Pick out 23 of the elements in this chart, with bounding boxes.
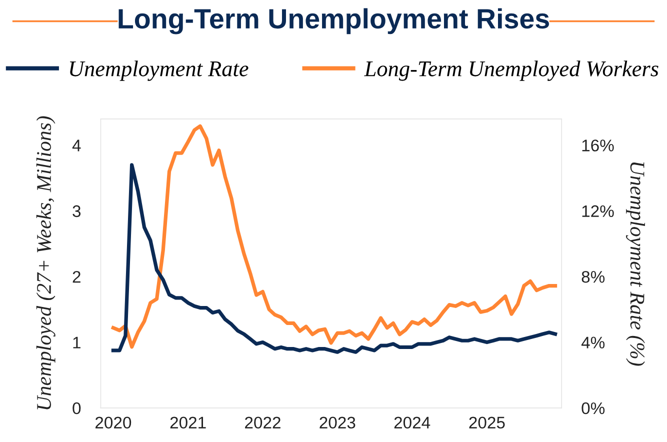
- y-tick-label: 2: [72, 270, 80, 283]
- x-tick-label: 2021: [170, 416, 206, 429]
- x-tick-label: 2024: [394, 416, 430, 429]
- x-tick-label: 2025: [469, 416, 505, 429]
- x-tick-label: 2023: [320, 416, 356, 429]
- y2-tick-label: 16%: [582, 140, 614, 152]
- y-tick-label: 1: [73, 336, 80, 348]
- y2-tick-label: 8%: [582, 270, 605, 283]
- chart-title: Long-Term Unemployment Rises: [118, 8, 549, 34]
- y2-axis-title: Unemployment Rate (%): [626, 162, 645, 366]
- y-tick-label: 3: [72, 205, 81, 218]
- line-series: [111, 124, 558, 349]
- x-tick-label: 2020: [96, 416, 132, 429]
- y-tick-label: 0: [72, 402, 81, 414]
- x-tick-label: 2022: [245, 416, 280, 429]
- y2-tick-label: 12%: [582, 205, 614, 218]
- legend-label: Long-Term Unemployed Workers: [364, 60, 658, 81]
- y2-tick-label: 4%: [581, 336, 605, 348]
- y-tick-label: 4: [72, 140, 81, 152]
- legend-label: Unemployment Rate: [70, 60, 248, 81]
- y2-tick-label: 0%: [582, 402, 605, 414]
- line-series: [111, 163, 558, 354]
- y-axis-title: Unemployed (27+ Weeks, Millions): [36, 116, 56, 410]
